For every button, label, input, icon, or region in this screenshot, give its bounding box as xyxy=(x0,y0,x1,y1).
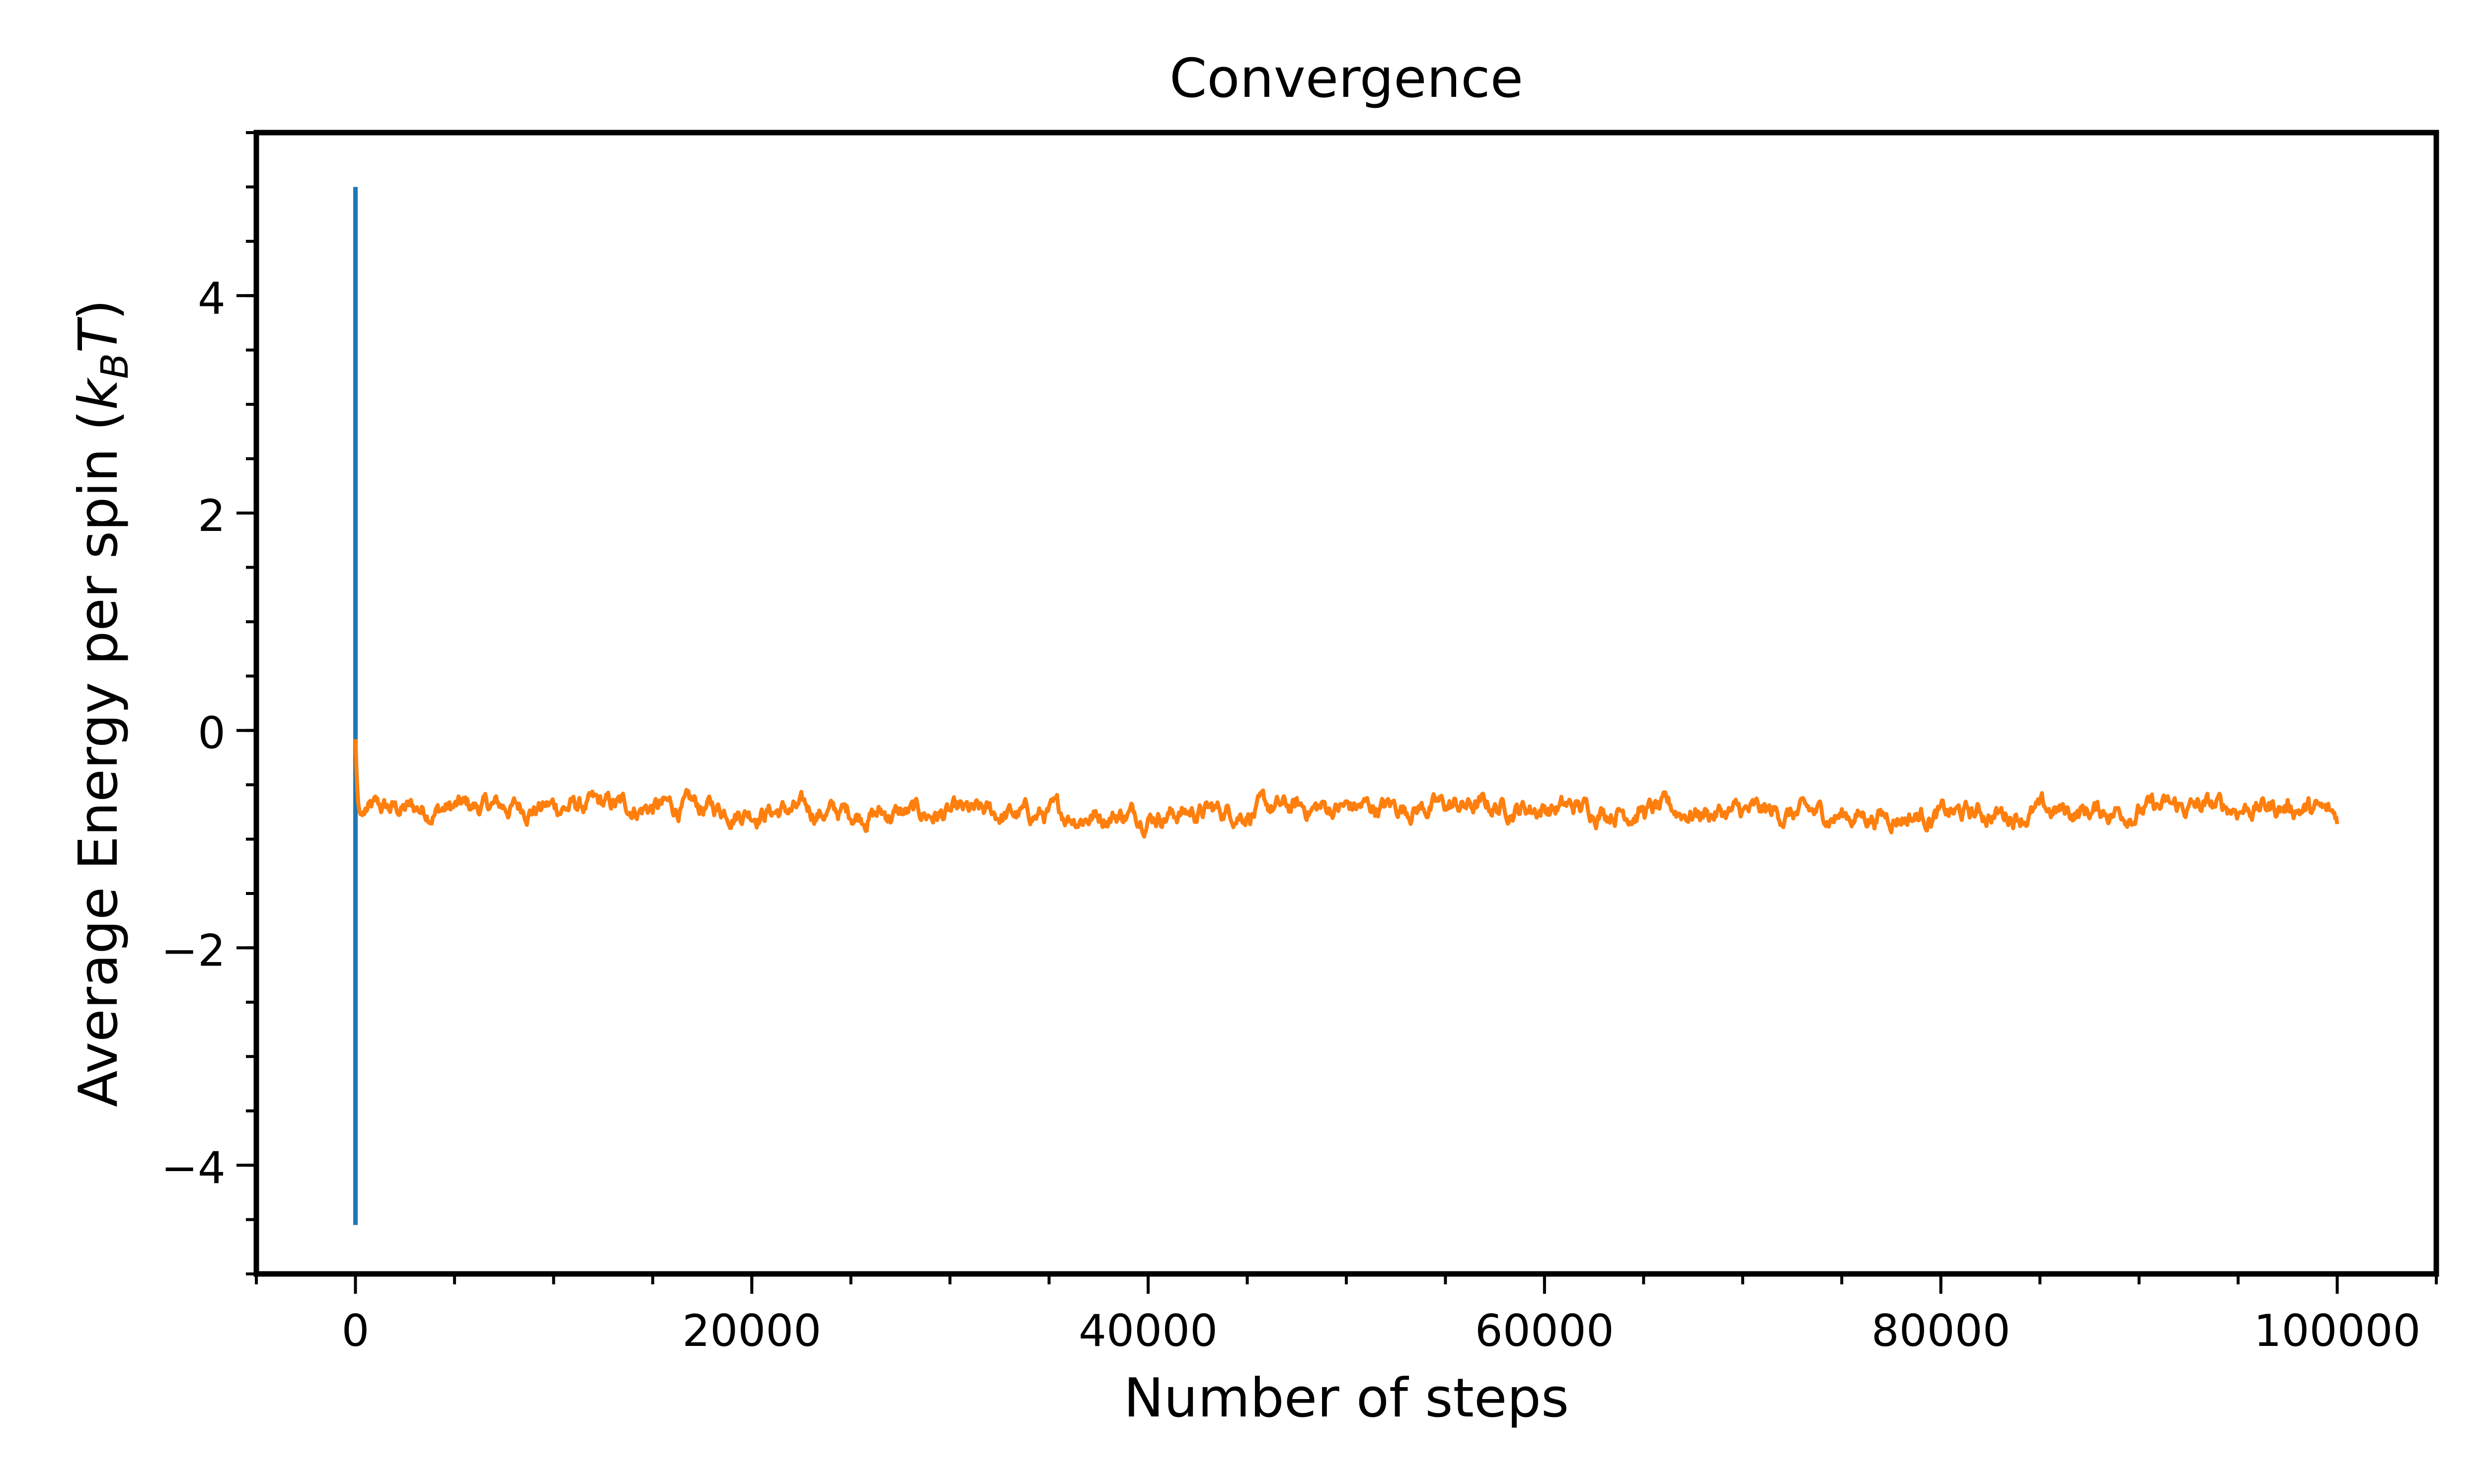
y-axis-label-main: Average Energy per spin ( xyxy=(68,410,130,1108)
series-line-orange xyxy=(353,739,2339,839)
y-tick-label: 2 xyxy=(198,490,226,541)
x-tick-label: 80000 xyxy=(1871,1305,2011,1356)
y-axis-ticks: −4 −2 0 2 4 xyxy=(161,131,256,1275)
plot-frame xyxy=(253,130,2439,1277)
x-tick-label: 60000 xyxy=(1475,1305,1614,1356)
y-tick-label: 4 xyxy=(198,273,226,324)
x-axis-label: Number of steps xyxy=(1124,1367,1569,1429)
y-axis-label-close: ) xyxy=(68,299,130,320)
x-tick-label: 40000 xyxy=(1079,1305,1218,1356)
x-tick-label: 100000 xyxy=(2254,1305,2421,1356)
x-axis-ticks: 0 20000 40000 60000 80000 100000 xyxy=(255,1274,2438,1356)
y-tick-label: 0 xyxy=(198,708,226,759)
y-tick-label: −4 xyxy=(161,1142,226,1193)
x-tick-label: 0 xyxy=(341,1305,369,1356)
x-tick-label: 20000 xyxy=(682,1305,821,1356)
chart-title: Convergence xyxy=(1169,48,1523,110)
y-axis-label: Average Energy per spin (kBT) xyxy=(68,299,137,1108)
plot-area xyxy=(353,187,2339,1225)
y-axis-label-k: k xyxy=(68,377,130,410)
y-tick-label: −2 xyxy=(161,925,226,976)
y-axis-label-t: T xyxy=(68,317,130,353)
y-axis-label-sub: B xyxy=(92,353,137,379)
